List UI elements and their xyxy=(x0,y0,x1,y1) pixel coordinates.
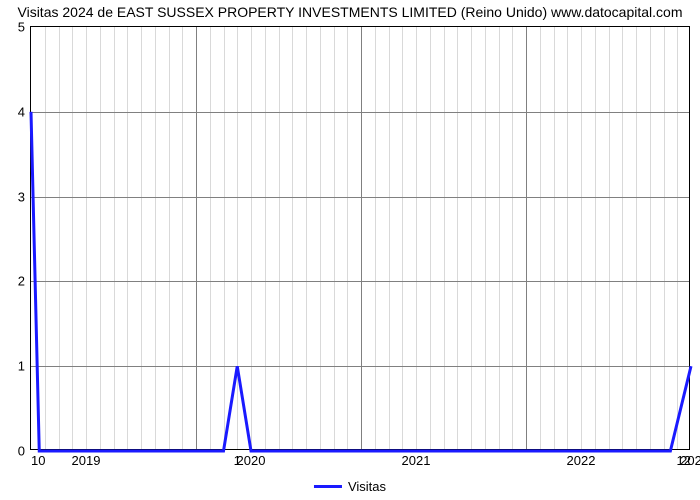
y-tick-label: 4 xyxy=(18,104,31,119)
legend-label: Visitas xyxy=(348,479,386,494)
chart-title: Visitas 2024 de EAST SUSSEX PROPERTY INV… xyxy=(0,4,700,20)
legend-swatch xyxy=(314,485,342,488)
y-tick-label: 5 xyxy=(18,20,31,35)
y-tick-label: 2 xyxy=(18,274,31,289)
data-annotation: 1 xyxy=(234,453,241,468)
line-series xyxy=(31,27,691,451)
y-tick-label: 0 xyxy=(18,444,31,459)
y-tick-label: 1 xyxy=(18,359,31,374)
data-annotation: 10 xyxy=(31,453,45,468)
y-tick-label: 3 xyxy=(18,189,31,204)
plot-area: 012345201920202021202220210112 xyxy=(30,26,690,450)
legend: Visitas xyxy=(314,479,386,494)
data-annotation: 12 xyxy=(677,453,691,468)
chart-container: { "chart": { "type": "line", "title": "V… xyxy=(0,0,700,500)
